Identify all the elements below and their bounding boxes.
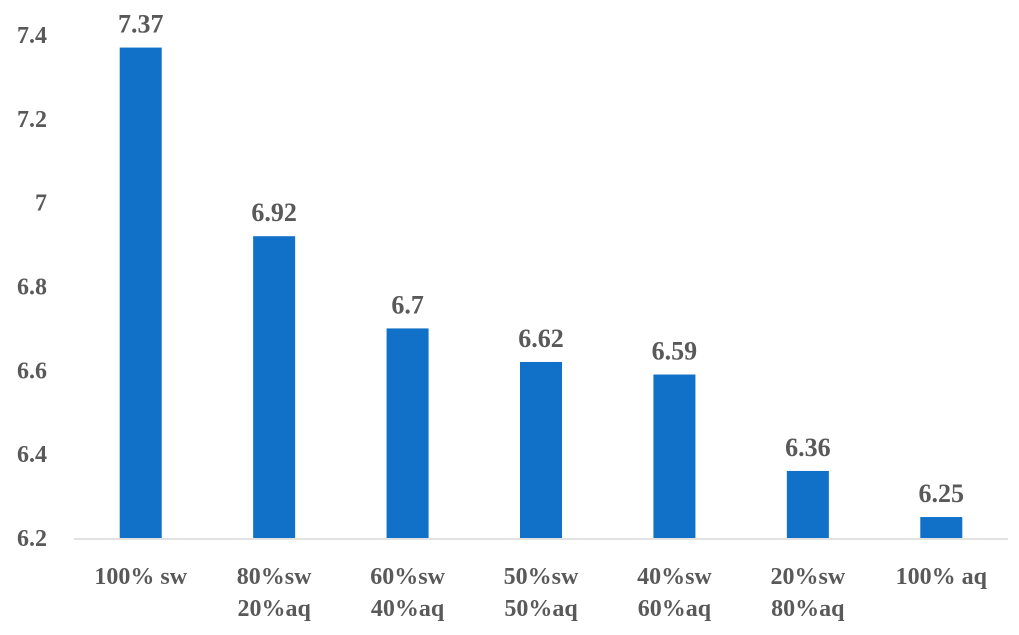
data-label: 6.62 [518, 324, 564, 353]
x-tick-label: 80%sw 20%aq [237, 564, 312, 622]
bar [253, 236, 296, 538]
y-tick-label: 7.4 [17, 23, 47, 49]
bar [920, 517, 963, 538]
data-label: 6.92 [251, 198, 297, 227]
data-label: 6.7 [391, 290, 424, 319]
bar [653, 374, 696, 538]
data-label: 7.37 [118, 10, 164, 39]
x-axis-labels: 100% sw 80%sw 20%aq 60%sw 40%aq 50%sw 50%aq 40%… [94, 564, 987, 622]
data-label: 6.36 [785, 433, 831, 462]
x-tick-label: 20%sw 80%aq [771, 564, 846, 622]
y-tick-label: 6.2 [17, 526, 47, 552]
bar [520, 361, 562, 538]
x-tick-label: 100% sw [94, 564, 187, 590]
bar [119, 47, 162, 538]
x-tick-label: 40%sw 60%aq [637, 564, 712, 622]
data-label: 6.59 [652, 337, 698, 366]
y-tick-label: 7.2 [17, 107, 47, 133]
data-label: 6.25 [919, 479, 965, 508]
bar [786, 470, 829, 538]
x-tick-label: 50%sw 50%aq [504, 564, 579, 622]
x-tick-label: 100% aq [896, 564, 988, 590]
y-tick-label: 6.4 [17, 442, 47, 468]
y-tick-label: 6.6 [17, 358, 47, 384]
bar [386, 328, 429, 538]
bars [119, 47, 963, 538]
x-tick-label: 60%sw 40%aq [370, 564, 445, 622]
y-tick-label: 6.8 [17, 275, 47, 301]
y-axis-ticks: 6.2 6.4 6.6 6.8 7 7.2 7.4 [17, 23, 47, 552]
y-tick-label: 7 [35, 191, 47, 217]
data-labels: 7.37 6.92 6.7 6.62 6.59 6.36 6.25 [118, 10, 964, 508]
